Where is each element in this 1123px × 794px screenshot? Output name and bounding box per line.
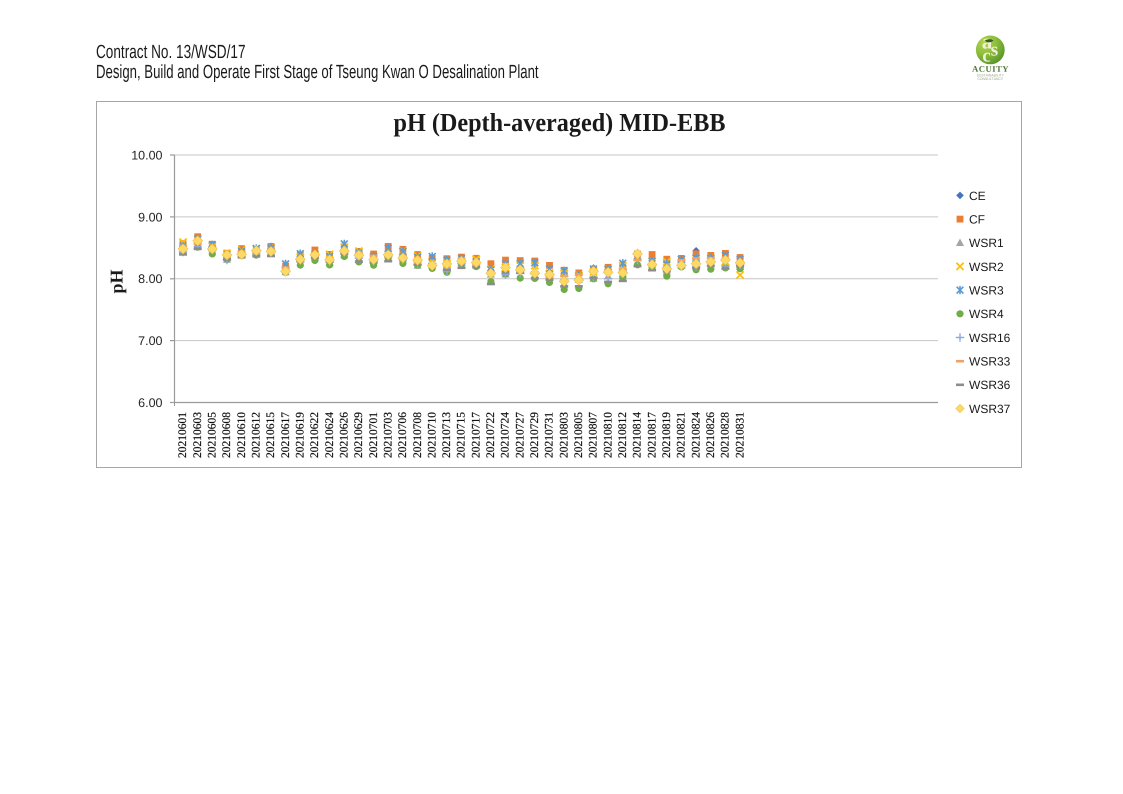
svg-text:20210703: 20210703	[382, 412, 394, 458]
svg-text:WSR4: WSR4	[969, 307, 1004, 321]
svg-text:20210713: 20210713	[441, 412, 453, 458]
svg-text:pH: pH	[107, 269, 127, 293]
svg-text:20210706: 20210706	[397, 412, 409, 458]
svg-text:20210710: 20210710	[426, 412, 438, 458]
svg-text:20210701: 20210701	[368, 412, 380, 458]
svg-text:20210615: 20210615	[265, 412, 277, 458]
svg-text:20210601: 20210601	[177, 412, 189, 458]
svg-text:20210610: 20210610	[236, 412, 248, 458]
svg-text:WSR2: WSR2	[969, 260, 1004, 274]
svg-text:20210605: 20210605	[207, 412, 219, 458]
svg-text:20210727: 20210727	[514, 412, 526, 458]
svg-text:20210729: 20210729	[529, 412, 541, 458]
svg-text:9.00: 9.00	[138, 210, 162, 224]
svg-text:8.00: 8.00	[138, 272, 162, 286]
svg-text:20210626: 20210626	[339, 412, 351, 458]
svg-text:20210724: 20210724	[500, 412, 512, 458]
svg-text:20210622: 20210622	[309, 412, 321, 458]
svg-text:20210812: 20210812	[617, 412, 629, 458]
svg-text:pH (Depth-averaged) MID-EBB: pH (Depth-averaged) MID-EBB	[394, 108, 726, 137]
svg-text:20210810: 20210810	[602, 412, 614, 458]
svg-text:WSR33: WSR33	[969, 355, 1011, 369]
svg-text:10.00: 10.00	[131, 149, 162, 163]
svg-text:20210603: 20210603	[192, 412, 204, 458]
svg-text:20210821: 20210821	[676, 412, 688, 458]
svg-text:20210831: 20210831	[734, 412, 746, 458]
svg-text:20210817: 20210817	[646, 412, 658, 458]
svg-text:20210814: 20210814	[632, 412, 644, 458]
svg-text:CE: CE	[969, 189, 986, 203]
svg-text:20210731: 20210731	[544, 412, 556, 458]
svg-text:WSR36: WSR36	[969, 378, 1011, 392]
svg-text:20210629: 20210629	[353, 412, 365, 458]
svg-text:20210807: 20210807	[588, 412, 600, 458]
svg-text:20210715: 20210715	[456, 412, 468, 458]
svg-text:6.00: 6.00	[138, 396, 162, 410]
svg-text:20210824: 20210824	[690, 412, 702, 458]
svg-text:20210803: 20210803	[558, 412, 570, 458]
svg-text:WSR1: WSR1	[969, 236, 1004, 250]
svg-text:WSR3: WSR3	[969, 284, 1004, 298]
svg-text:20210619: 20210619	[295, 412, 307, 458]
svg-text:20210828: 20210828	[720, 412, 732, 458]
svg-text:20210612: 20210612	[251, 412, 263, 458]
svg-text:20210708: 20210708	[412, 412, 424, 458]
svg-text:20210805: 20210805	[573, 412, 585, 458]
svg-text:20210617: 20210617	[280, 412, 292, 458]
svg-text:20210717: 20210717	[470, 412, 482, 458]
svg-text:20210608: 20210608	[221, 412, 233, 458]
svg-text:20210722: 20210722	[485, 412, 497, 458]
svg-text:WSR37: WSR37	[969, 402, 1011, 416]
svg-text:20210624: 20210624	[324, 412, 336, 458]
svg-text:CF: CF	[969, 213, 985, 227]
svg-text:7.00: 7.00	[138, 334, 162, 348]
svg-text:20210826: 20210826	[705, 412, 717, 458]
svg-text:20210819: 20210819	[661, 412, 673, 458]
svg-text:WSR16: WSR16	[969, 331, 1011, 345]
